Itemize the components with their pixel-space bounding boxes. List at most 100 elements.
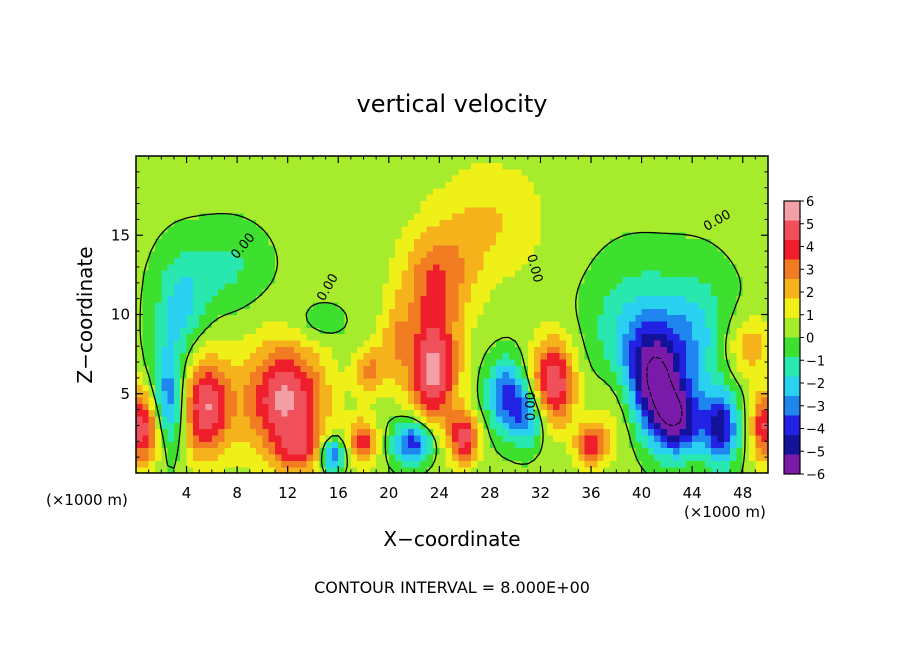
heatmap-cell (136, 175, 143, 182)
heatmap-cell (597, 289, 605, 297)
heatmap-cell (192, 396, 200, 404)
heatmap-cell (483, 320, 491, 328)
heatmap-cell (224, 270, 232, 278)
heatmap-cell (553, 365, 561, 373)
heatmap-cell (338, 238, 346, 246)
heatmap-cell (647, 434, 655, 442)
heatmap-cell (692, 333, 700, 341)
heatmap-cell (452, 232, 459, 240)
heatmap-cell (243, 225, 251, 233)
heatmap-cell (224, 232, 232, 240)
heatmap-cell (749, 390, 756, 398)
heatmap-cell (420, 365, 428, 373)
heatmap-cell (154, 403, 162, 411)
heatmap-cell (616, 206, 624, 214)
heatmap-cell (704, 162, 712, 170)
heatmap-cell (350, 257, 358, 265)
heatmap-cell (717, 453, 725, 461)
heatmap-cell (167, 206, 175, 214)
heatmap-cell (369, 384, 377, 392)
heatmap-cell (654, 232, 662, 240)
heatmap-cell (464, 365, 472, 373)
heatmap-cell (376, 377, 384, 385)
heatmap-cell (483, 276, 491, 284)
heatmap-cell (704, 409, 712, 417)
heatmap-cell (268, 384, 276, 392)
heatmap-cell (218, 409, 226, 417)
heatmap-cell (180, 276, 188, 284)
heatmap-cell (376, 295, 384, 303)
heatmap-cell (136, 301, 143, 309)
heatmap-cell (243, 232, 251, 240)
heatmap-cell (591, 308, 598, 316)
heatmap-cell (603, 377, 611, 385)
heatmap-cell (584, 276, 592, 284)
heatmap-cell (458, 466, 466, 474)
heatmap-cell (527, 447, 535, 455)
heatmap-cell (218, 434, 226, 442)
heatmap-cell (376, 339, 384, 347)
heatmap-cell (224, 453, 232, 461)
heatmap-cell (192, 206, 200, 214)
heatmap-cell (167, 187, 175, 195)
heatmap-cell (275, 352, 282, 360)
heatmap-cell (224, 415, 232, 423)
heatmap-cell (578, 453, 586, 461)
heatmap-cell (186, 415, 194, 423)
heatmap-cell (685, 314, 693, 322)
heatmap-cell (736, 251, 744, 259)
heatmap-cell (350, 384, 358, 392)
heatmap-cell (742, 352, 750, 360)
heatmap-cell (685, 415, 693, 423)
heatmap-cell (230, 453, 238, 461)
heatmap-cell (136, 181, 143, 189)
heatmap-cell (401, 200, 409, 208)
heatmap-cell (692, 460, 700, 468)
heatmap-cell (136, 194, 143, 201)
heatmap-cell (439, 422, 447, 430)
heatmap-cell (654, 422, 662, 430)
heatmap-cell (452, 276, 459, 284)
heatmap-cell (382, 371, 390, 379)
heatmap-cell (502, 301, 510, 309)
heatmap-cell (249, 390, 257, 398)
heatmap-cell (306, 162, 314, 170)
heatmap-cell (275, 270, 282, 278)
heatmap-cell (388, 384, 396, 392)
heatmap-cell (603, 187, 611, 195)
heatmap-cell (426, 453, 434, 461)
heatmap-cell (540, 396, 548, 404)
heatmap-cell (591, 187, 598, 195)
heatmap-cell (243, 181, 251, 189)
heatmap-cell (262, 200, 270, 208)
heatmap-cell (698, 225, 706, 233)
heatmap-cell (597, 156, 605, 163)
heatmap-cell (426, 219, 434, 227)
heatmap-cell (331, 441, 339, 449)
heatmap-cell (414, 238, 421, 246)
heatmap-cell (679, 301, 687, 309)
heatmap-cell (610, 339, 617, 347)
heatmap-cell (369, 447, 377, 455)
heatmap-cell (211, 301, 219, 309)
heatmap-cell (325, 403, 333, 411)
heatmap-cell (730, 200, 737, 208)
heatmap-cell (572, 358, 579, 366)
heatmap-cell (407, 295, 415, 303)
heatmap-cell (338, 352, 346, 360)
heatmap-cell (628, 194, 636, 201)
heatmap-cell (521, 428, 529, 436)
heatmap-cell (622, 377, 630, 385)
heatmap-cell (452, 308, 459, 316)
heatmap-cell (395, 441, 403, 449)
heatmap-cell (464, 403, 472, 411)
heatmap-cell (755, 289, 763, 297)
heatmap-cell (268, 314, 276, 322)
heatmap-cell (578, 346, 586, 354)
heatmap-cell (717, 181, 725, 189)
heatmap-cell (736, 460, 744, 468)
heatmap-cell (243, 244, 251, 252)
heatmap-cell (622, 333, 630, 341)
heatmap-cell (515, 200, 523, 208)
heatmap-cell (660, 308, 668, 316)
